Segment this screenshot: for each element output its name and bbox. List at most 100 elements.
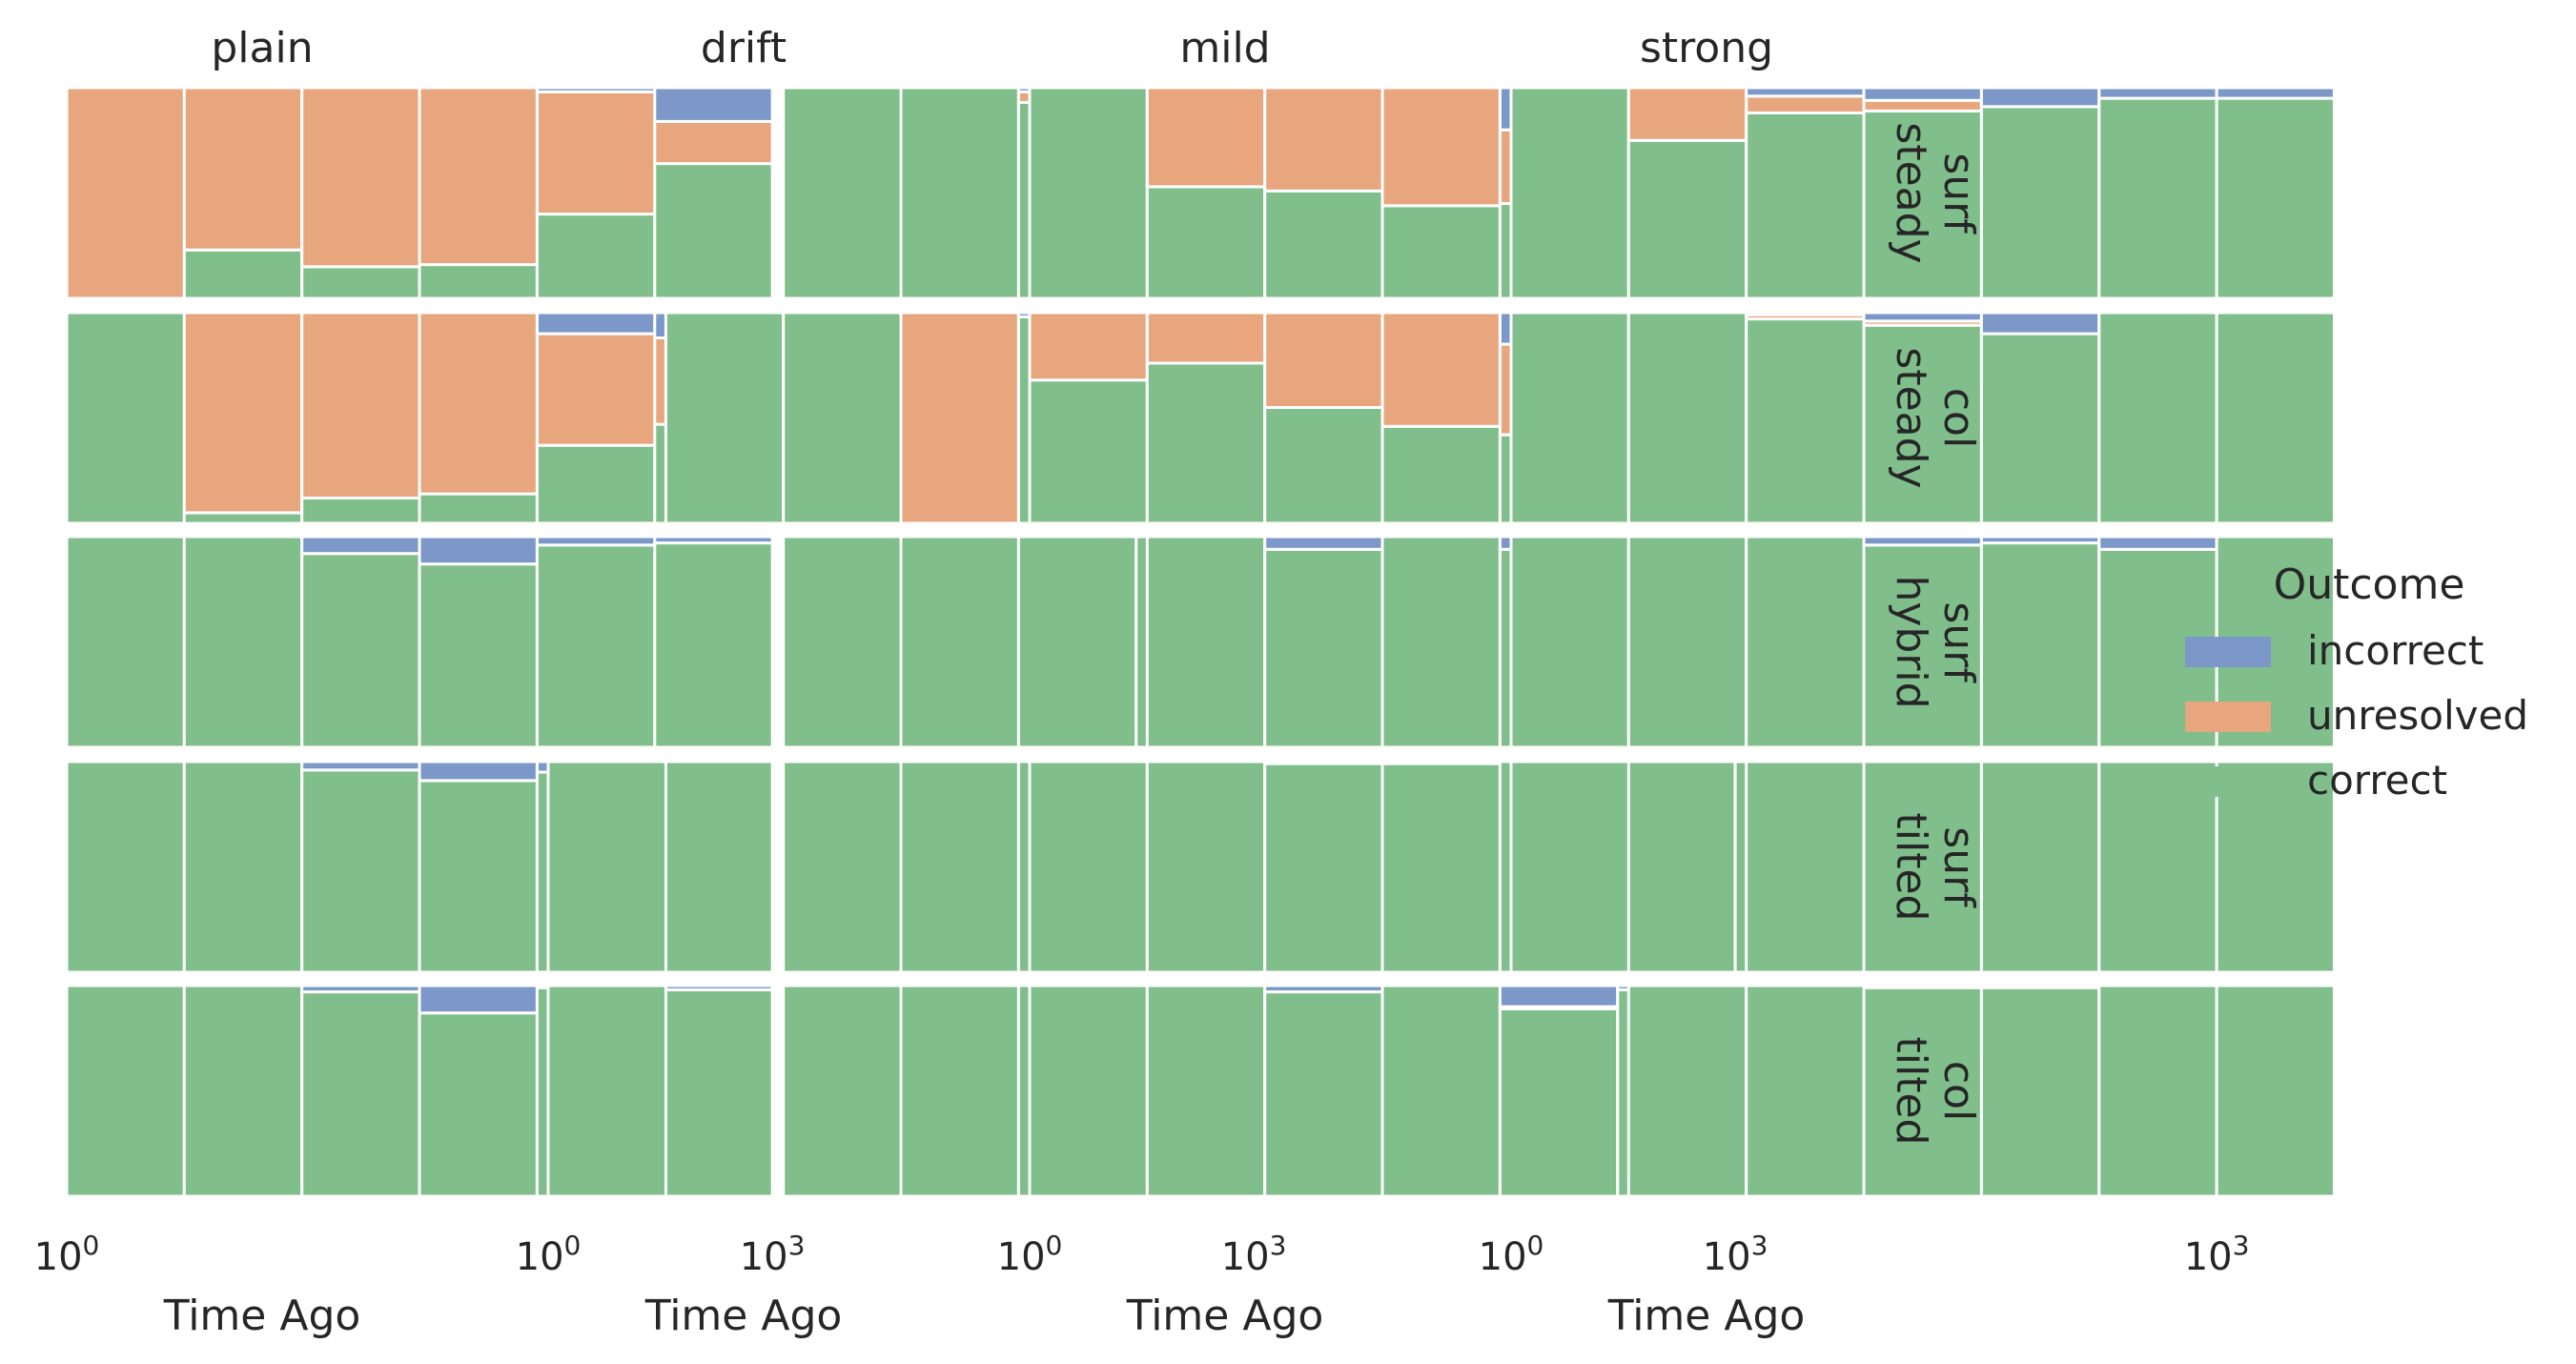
bar-correct (182, 984, 304, 1198)
bar-correct (300, 990, 421, 1198)
x-tick-label: 100 (516, 1230, 582, 1279)
bar-correct (1498, 1007, 1620, 1198)
bar-incorrect (1979, 984, 2101, 989)
bar-correct (1016, 535, 1138, 749)
bar-correct (2097, 984, 2218, 1198)
bar-correct (1979, 332, 2101, 525)
bar-unresolved (182, 86, 304, 252)
panel-strong-row-4 (1509, 760, 2336, 974)
row-label-top: surf (1934, 601, 1983, 683)
column-titles: plain drift mild strong (211, 24, 1773, 72)
bar-correct (1509, 311, 1630, 525)
bar-correct (653, 541, 774, 749)
bar-correct (1626, 535, 1748, 749)
bar-unresolved (418, 311, 539, 496)
bar-unresolved (300, 311, 421, 499)
panel-mild-row-4 (1028, 760, 1854, 974)
bar-correct (418, 779, 539, 974)
bar-unresolved (653, 119, 774, 166)
bar-unresolved (1263, 311, 1384, 409)
bar-unresolved (535, 90, 657, 216)
bar-correct (1979, 541, 2101, 749)
bar-incorrect (1263, 535, 1384, 551)
bar-correct (1145, 535, 1267, 749)
bar-correct (418, 492, 539, 525)
bar-incorrect (1979, 86, 2101, 109)
bar-incorrect (1745, 311, 1866, 316)
bar-unresolved (1380, 311, 1502, 428)
bar-correct (65, 535, 186, 749)
row-label-bottom: steady (1887, 347, 1935, 488)
bar-correct (1263, 990, 1384, 1198)
row-labels: surfsteadycolsteadysurfhybridsurftiltedc… (1887, 122, 1983, 1145)
bar-correct (899, 86, 1020, 300)
bar-correct (1745, 760, 1866, 974)
bar-correct (1263, 405, 1384, 525)
panel-strong-row-5 (1626, 984, 2336, 1198)
x-tick-label: 100 (997, 1230, 1063, 1279)
x-axis-label: Time Ago (163, 1292, 361, 1340)
bar-correct (2215, 311, 2336, 525)
bar-correct (1979, 760, 2101, 974)
x-axis-label: Time Ago (1607, 1292, 1806, 1340)
bar-unresolved (1145, 86, 1267, 189)
bar-unresolved (535, 332, 657, 447)
bar-correct (782, 311, 903, 525)
bar-correct (1380, 762, 1502, 974)
bar-correct (2215, 96, 2336, 300)
bar-correct (1745, 112, 1866, 300)
legend-swatch-incorrect (2185, 637, 2271, 667)
bar-correct (1745, 535, 1866, 749)
x-axis-label: Time Ago (1126, 1292, 1324, 1340)
bar-correct (1145, 185, 1267, 300)
bar-incorrect (300, 760, 421, 772)
bar-correct (653, 760, 774, 974)
bar-correct (1862, 760, 1983, 974)
bar-correct (782, 535, 903, 749)
bar-correct (2097, 96, 2218, 300)
bar-correct (1380, 984, 1502, 1198)
bar-correct (899, 984, 1020, 1198)
x-tick-label: 103 (1703, 1230, 1768, 1279)
bar-correct (418, 263, 539, 300)
x-tick-label: 103 (740, 1230, 806, 1279)
bar-incorrect (535, 86, 657, 93)
bar-correct (782, 760, 903, 974)
bar-correct (1028, 984, 1149, 1198)
bar-correct (2215, 984, 2336, 1198)
panels-layer (65, 86, 2336, 1198)
bar-correct (664, 311, 786, 525)
bar-unresolved (1380, 86, 1502, 208)
bar-incorrect (1979, 535, 2101, 545)
row-label-bottom: hybrid (1887, 575, 1935, 708)
bar-incorrect (1498, 984, 1620, 1008)
bar-correct (546, 760, 667, 974)
bar-correct (1380, 204, 1502, 300)
bar-unresolved (1626, 86, 1748, 142)
row-label-top: col (1934, 388, 1983, 448)
bar-correct (1380, 424, 1502, 525)
bar-correct (1028, 86, 1149, 300)
bar-correct (300, 768, 421, 974)
legend: Outcome incorrect unresolved correct (2185, 560, 2528, 804)
bar-correct (546, 984, 667, 1198)
x-tick-label: 103 (1221, 1230, 1287, 1279)
bar-correct (418, 1011, 539, 1198)
row-label-top: surf (1934, 153, 1983, 234)
bar-incorrect (535, 311, 657, 336)
bar-incorrect (2097, 86, 2218, 100)
bar-incorrect (653, 535, 774, 545)
bar-correct (182, 535, 304, 749)
legend-swatch-correct (2185, 766, 2271, 797)
bar-correct (1979, 986, 2101, 1198)
bar-correct (300, 552, 421, 749)
bar-correct (782, 86, 903, 300)
x-axis-label: Time Ago (644, 1292, 843, 1340)
panel-plain-row-3 (65, 535, 774, 749)
bar-incorrect (1862, 311, 1983, 323)
bar-correct (182, 760, 304, 974)
bar-incorrect (2097, 535, 2218, 551)
